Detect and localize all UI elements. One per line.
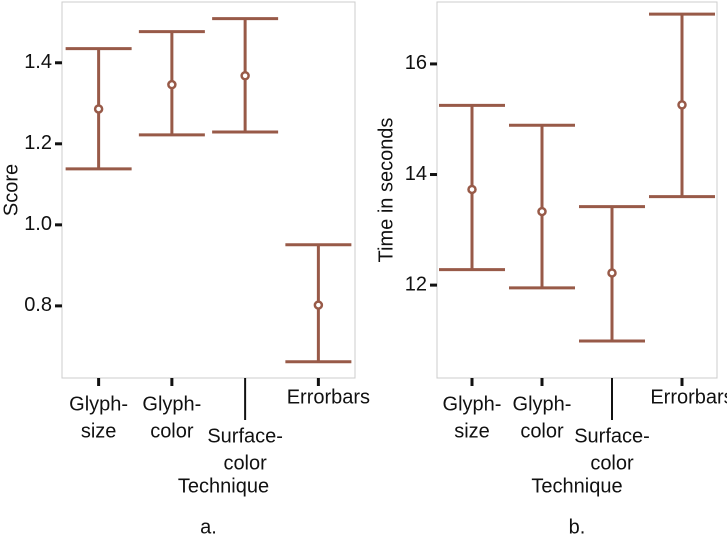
plot-frame xyxy=(436,1,718,379)
x-tick-label: color xyxy=(520,420,564,442)
x-tick-label: Glyph- xyxy=(443,393,502,415)
y-axis-label: Score xyxy=(0,164,22,216)
mean-point xyxy=(467,184,477,195)
x-tick-label: color xyxy=(223,452,267,474)
x-tick-label: Glyph- xyxy=(69,393,128,415)
y-tick-label: 12 xyxy=(405,273,427,295)
x-tick-label: Errorbars xyxy=(287,386,370,408)
mean-point xyxy=(93,104,104,114)
y-tick-label: 14 xyxy=(405,163,427,185)
y-tick-label: 1.2 xyxy=(24,132,52,154)
y-tick-label: 1.0 xyxy=(24,213,52,235)
y-axis-label: Time in seconds xyxy=(375,118,397,263)
x-tick-label: size xyxy=(81,420,117,442)
x-tick-label: color xyxy=(590,452,634,474)
caption: a. xyxy=(200,516,217,538)
x-tick-label: Glyph- xyxy=(142,393,201,415)
x-axis-label: Technique xyxy=(531,475,622,497)
mean-point xyxy=(537,206,547,217)
mean-point xyxy=(607,268,617,278)
y-tick-label: 1.4 xyxy=(24,51,52,73)
x-tick-label: Glyph- xyxy=(513,393,572,415)
mean-point xyxy=(240,70,250,81)
x-tick-label: color xyxy=(150,420,194,442)
y-tick-label: 16 xyxy=(405,52,427,74)
mean-point xyxy=(313,300,324,310)
caption: b. xyxy=(569,516,586,538)
x-axis-label: Technique xyxy=(178,475,269,497)
mean-point xyxy=(677,100,687,110)
plot-frame xyxy=(61,1,356,379)
x-tick-label: size xyxy=(454,420,490,442)
mean-point xyxy=(167,79,177,90)
y-tick-label: 0.8 xyxy=(24,294,52,316)
x-tick-label: Surface- xyxy=(207,425,283,447)
x-tick-label: Errorbars xyxy=(650,386,727,408)
x-tick-label: Surface- xyxy=(574,425,650,447)
